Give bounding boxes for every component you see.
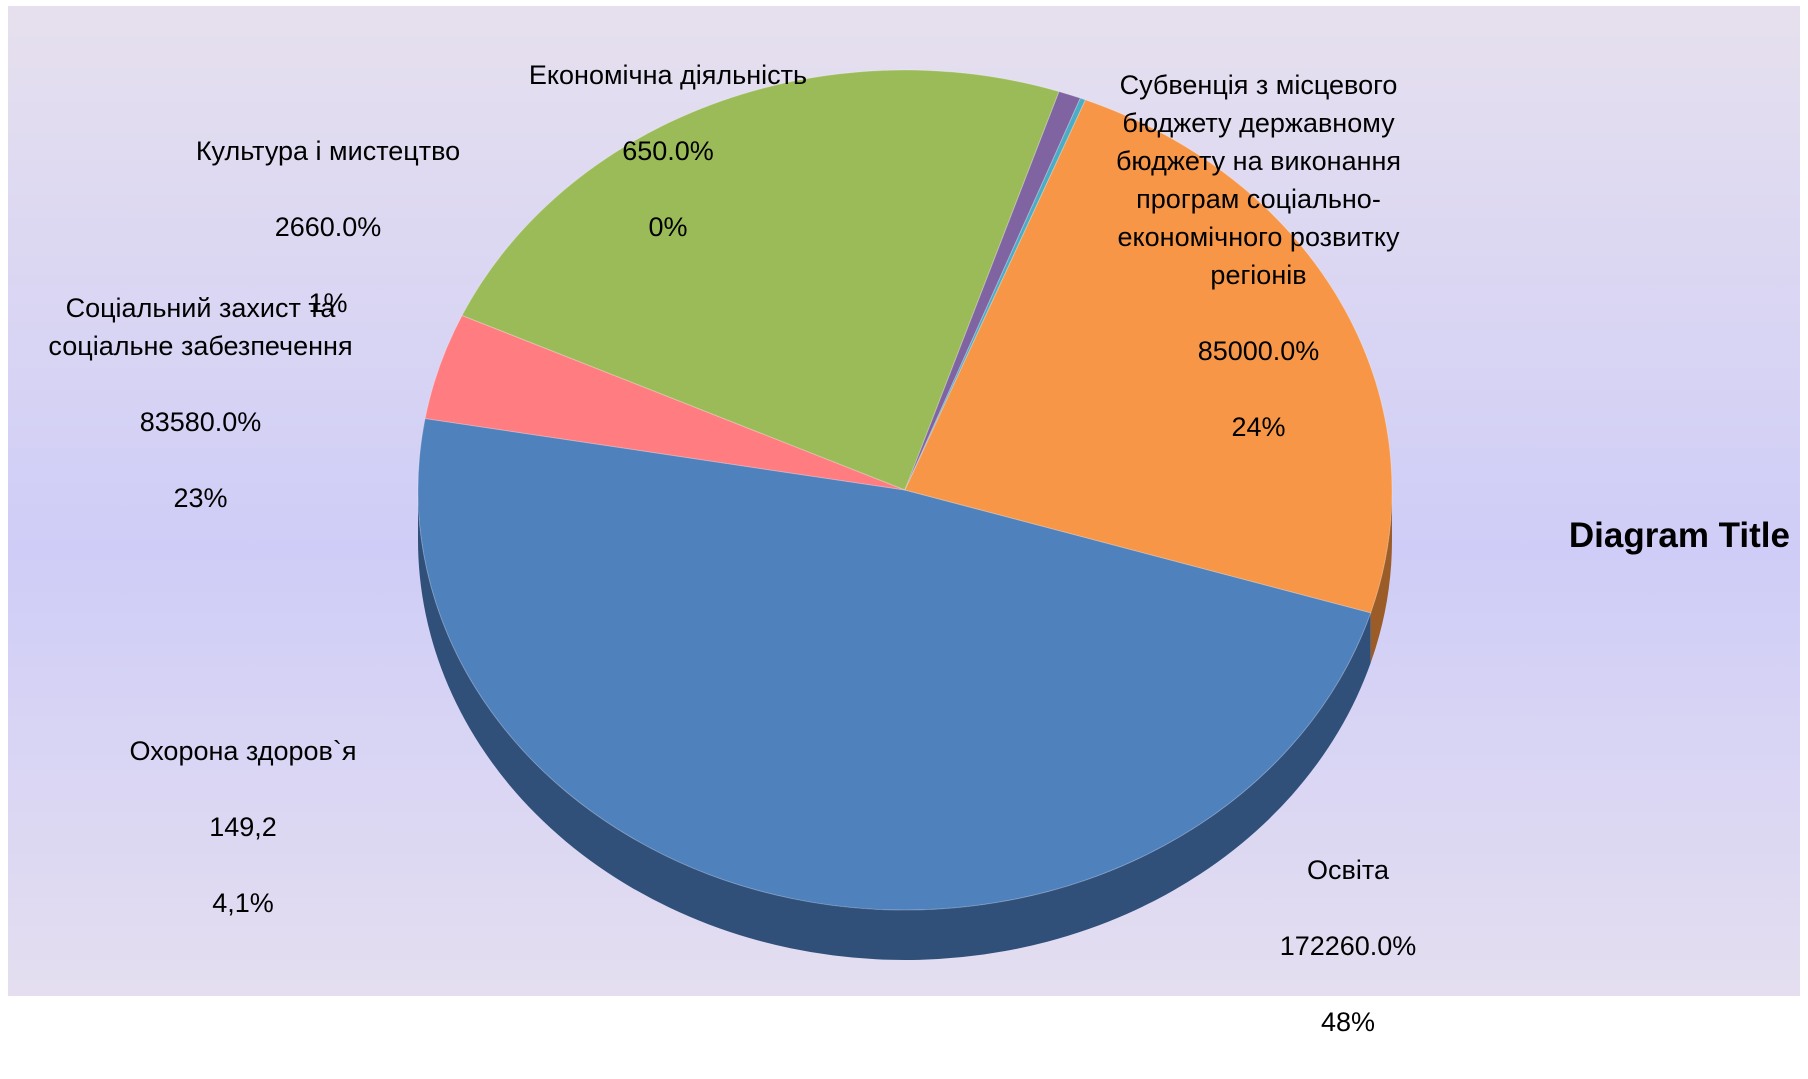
label-percent: 23% (173, 483, 228, 513)
label-kultura: Культура і мистецтво 2660.0% 1% (178, 94, 478, 360)
pie-slice-5 (904, 99, 1393, 614)
chart-title: Diagram Title (1568, 516, 1790, 555)
pie-slice-3 (904, 90, 1082, 491)
label-percent: 4,1% (212, 888, 274, 918)
label-name: Субвенція з місцевого бюджету державному… (1115, 70, 1402, 290)
label-value: 172260.0% (1279, 931, 1417, 961)
label-ekonomichna: Економічна діяльність 650.0% 0% (503, 18, 833, 284)
label-name: Охорона здоров`я (129, 736, 357, 766)
label-value: 85000.0% (1197, 336, 1320, 366)
pie-chart (417, 69, 1393, 961)
pie-slice-0 (417, 417, 1372, 911)
label-percent: 0% (648, 212, 688, 242)
label-name: Економічна діяльність (528, 60, 808, 90)
label-sotsialnyi: Соціальний захист та соціальне забезпече… (28, 251, 373, 555)
label-percent: 24% (1231, 412, 1286, 442)
label-percent: 48% (1320, 1007, 1376, 1037)
label-name: Освіта (1307, 855, 1389, 885)
label-okhorona: Охорона здоров`я 149,2 4,1% (98, 694, 388, 960)
label-value: 149,2 (209, 812, 277, 842)
pie-slice-1 (424, 314, 906, 491)
label-value: 650.0% (622, 136, 714, 166)
pie-slice-4 (904, 97, 1087, 491)
label-value: 83580.0% (139, 407, 262, 437)
label-value: 2660.0% (274, 212, 382, 242)
label-osvita: Освіта 172260.0% 48% (1248, 813, 1448, 1079)
pie-slice-2 (461, 69, 1060, 491)
label-percent: 1% (308, 288, 348, 318)
label-subventsiya: Субвенція з місцевого бюджету державному… (1086, 28, 1431, 484)
label-name: Культура і мистецтво (195, 136, 461, 166)
pie-side-5 (1370, 490, 1392, 663)
chart-area: Економічна діяльність 650.0% 0% Культура… (8, 6, 1800, 1037)
label-name: Соціальний захист та соціальне забезпече… (48, 293, 353, 361)
